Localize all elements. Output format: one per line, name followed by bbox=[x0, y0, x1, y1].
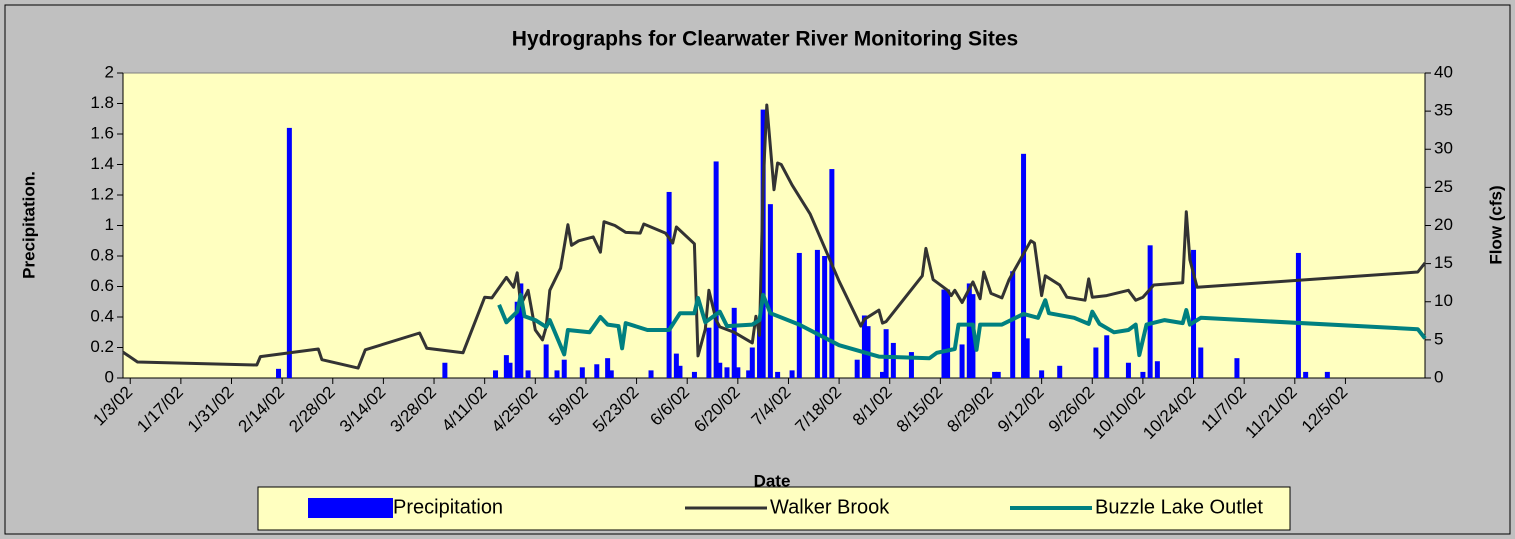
bar bbox=[1295, 252, 1301, 378]
y-tick-label: 0.6 bbox=[90, 276, 114, 295]
bar bbox=[648, 370, 654, 378]
bar bbox=[1303, 371, 1309, 378]
bar bbox=[945, 289, 951, 378]
bar bbox=[829, 169, 835, 378]
bar bbox=[1010, 271, 1016, 378]
y-tick-label: 1.4 bbox=[90, 154, 114, 173]
y2-tick-label: 10 bbox=[1434, 291, 1453, 310]
bar bbox=[746, 370, 752, 378]
bar bbox=[814, 249, 820, 378]
bar bbox=[995, 371, 1001, 378]
y2-axis-title: Flow (cfs) bbox=[1486, 185, 1505, 264]
bar bbox=[1093, 347, 1099, 378]
bar bbox=[276, 368, 282, 378]
bar bbox=[880, 371, 885, 378]
line bbox=[122, 103, 1427, 370]
bar bbox=[713, 161, 719, 378]
legend bbox=[257, 486, 1291, 531]
y-tick-label: 0.8 bbox=[90, 245, 114, 264]
y-tick-label: 0.4 bbox=[90, 306, 114, 325]
bar bbox=[691, 371, 697, 378]
bar bbox=[959, 344, 965, 378]
y2-tick-label: 40 bbox=[1434, 62, 1453, 81]
bar bbox=[941, 289, 947, 378]
bar bbox=[1021, 153, 1027, 378]
bar bbox=[731, 307, 737, 378]
bar bbox=[525, 370, 531, 378]
y2-tick-label: 30 bbox=[1434, 139, 1453, 158]
bar bbox=[717, 362, 723, 378]
line bbox=[497, 292, 1427, 361]
bar bbox=[1191, 249, 1197, 378]
y2-tick-label: 5 bbox=[1434, 329, 1443, 348]
y-tick-label: 2 bbox=[105, 62, 114, 81]
bar bbox=[1154, 361, 1160, 378]
bar bbox=[518, 283, 524, 378]
y2-tick-label: 20 bbox=[1434, 215, 1453, 234]
bar bbox=[775, 371, 781, 378]
y2-tick-label: 0 bbox=[1434, 367, 1443, 386]
bar bbox=[677, 365, 683, 378]
bar bbox=[735, 367, 741, 378]
bar bbox=[605, 358, 611, 378]
bar bbox=[608, 370, 614, 378]
chart-title: Hydrographs for Clearwater River Monitor… bbox=[512, 28, 1018, 51]
legend-swatch bbox=[308, 498, 393, 518]
bar bbox=[854, 359, 860, 378]
plot-area bbox=[122, 72, 1426, 379]
bar bbox=[673, 353, 679, 378]
bar bbox=[706, 327, 712, 378]
bar bbox=[286, 127, 292, 379]
bar bbox=[1024, 338, 1030, 378]
bar bbox=[503, 355, 509, 378]
bar bbox=[724, 367, 730, 378]
y-tick-label: 1.2 bbox=[90, 184, 114, 203]
bar bbox=[561, 359, 567, 378]
bar bbox=[493, 370, 499, 378]
bar bbox=[796, 252, 802, 378]
y-tick-label: 1 bbox=[105, 215, 114, 234]
legend-label: Walker Brook bbox=[770, 496, 890, 518]
bar bbox=[1234, 358, 1240, 378]
bar bbox=[1104, 335, 1110, 378]
bar bbox=[507, 362, 513, 378]
legend-label: Precipitation bbox=[393, 496, 503, 518]
y-axis-title: Precipitation. bbox=[19, 171, 38, 279]
y-tick-label: 0 bbox=[105, 367, 114, 386]
bar bbox=[757, 320, 763, 378]
bar bbox=[789, 370, 795, 378]
bar bbox=[514, 301, 520, 378]
bar bbox=[666, 191, 672, 378]
y2-tick-label: 35 bbox=[1434, 101, 1453, 120]
bar bbox=[1324, 371, 1330, 378]
legend-label: Buzzle Lake Outlet bbox=[1095, 496, 1263, 518]
bar bbox=[1057, 365, 1063, 378]
bar bbox=[749, 347, 755, 378]
y2-tick-label: 25 bbox=[1434, 177, 1453, 196]
bar bbox=[1147, 245, 1153, 378]
y-tick-label: 1.6 bbox=[90, 123, 114, 142]
bar bbox=[908, 352, 914, 378]
y-tick-label: 1.8 bbox=[90, 93, 114, 112]
bar bbox=[767, 204, 773, 378]
y-tick-label: 0.2 bbox=[90, 337, 114, 356]
bar bbox=[579, 367, 585, 378]
x-axis-title: Date bbox=[754, 471, 791, 490]
y2-tick-label: 15 bbox=[1434, 253, 1453, 272]
bar bbox=[442, 362, 448, 378]
bar bbox=[890, 342, 896, 378]
bar bbox=[1125, 362, 1131, 378]
bar bbox=[861, 315, 867, 378]
bar bbox=[554, 370, 560, 378]
bar bbox=[1198, 347, 1204, 378]
bar bbox=[883, 329, 889, 378]
bar bbox=[822, 256, 828, 378]
bar bbox=[992, 371, 998, 378]
bar bbox=[1140, 371, 1146, 378]
bar bbox=[1039, 370, 1045, 378]
bar bbox=[966, 283, 972, 378]
bar bbox=[543, 344, 549, 378]
bar bbox=[594, 364, 600, 378]
